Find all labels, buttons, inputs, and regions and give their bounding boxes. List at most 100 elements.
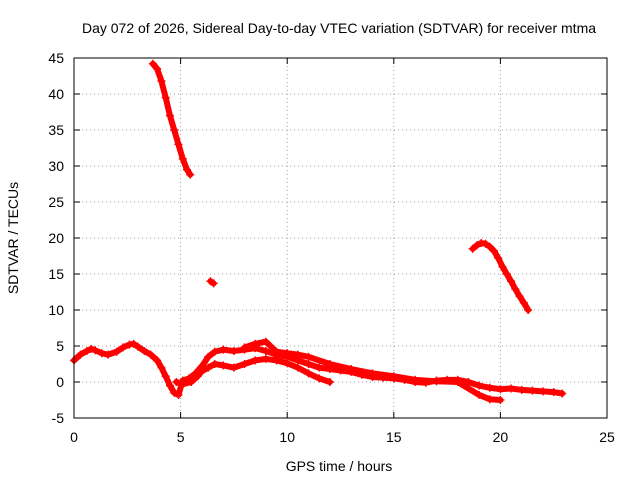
data-point bbox=[304, 352, 313, 361]
data-point bbox=[524, 306, 533, 314]
axis-ticks: 0 5 10 15 20 25 -5 0 5 10 15 20 25 30 35 40 45 bbox=[48, 50, 615, 445]
data-point bbox=[165, 111, 174, 120]
data-point bbox=[464, 378, 473, 386]
data-point bbox=[104, 350, 113, 359]
data-point bbox=[204, 352, 213, 361]
data-point bbox=[251, 339, 260, 348]
data-point bbox=[304, 360, 313, 368]
x-tick-label: 0 bbox=[70, 429, 78, 445]
data-point bbox=[153, 64, 162, 73]
data-point bbox=[157, 77, 166, 86]
data-point bbox=[178, 154, 187, 163]
data-point bbox=[76, 350, 85, 359]
x-tick-label: 15 bbox=[386, 429, 402, 445]
y-tick-label: 30 bbox=[48, 158, 64, 174]
x-tick-label: 25 bbox=[599, 429, 615, 445]
data-point bbox=[204, 363, 213, 372]
data-point bbox=[485, 242, 494, 251]
data-point bbox=[209, 279, 218, 288]
data-point bbox=[251, 356, 260, 365]
y-axis-label: SDTVAR / TECUs bbox=[5, 182, 21, 294]
data-points bbox=[70, 59, 567, 404]
data-point bbox=[170, 388, 179, 397]
data-point bbox=[411, 375, 420, 384]
data-point bbox=[182, 165, 191, 174]
data-point bbox=[161, 93, 170, 102]
y-tick-label: 10 bbox=[48, 302, 64, 318]
x-tick-label: 5 bbox=[177, 429, 185, 445]
data-point bbox=[496, 396, 505, 404]
data-point bbox=[229, 363, 238, 372]
data-point bbox=[261, 354, 270, 363]
data-point bbox=[219, 345, 228, 354]
data-point bbox=[528, 386, 537, 395]
data-point bbox=[174, 140, 183, 149]
data-point bbox=[240, 360, 249, 368]
data-point bbox=[272, 347, 281, 356]
data-point bbox=[91, 346, 100, 355]
data-point bbox=[272, 356, 281, 365]
data-point bbox=[133, 342, 142, 351]
data-point bbox=[304, 369, 313, 378]
x-tick-label: 10 bbox=[279, 429, 295, 445]
data-point bbox=[97, 349, 106, 358]
data-point bbox=[389, 372, 398, 381]
data-point bbox=[485, 395, 494, 404]
data-point bbox=[519, 298, 528, 307]
data-point bbox=[475, 390, 484, 399]
data-point bbox=[472, 241, 481, 250]
data-point bbox=[549, 388, 558, 397]
data-point bbox=[485, 383, 494, 392]
data-point bbox=[475, 381, 484, 390]
data-point bbox=[283, 359, 292, 368]
data-point bbox=[453, 378, 462, 386]
data-point bbox=[148, 59, 157, 68]
data-point bbox=[347, 365, 356, 374]
data-point bbox=[210, 347, 219, 356]
data-point bbox=[119, 343, 128, 352]
data-point bbox=[368, 369, 377, 378]
y-tick-label: 5 bbox=[56, 338, 64, 354]
data-point bbox=[315, 363, 324, 372]
data-point bbox=[539, 387, 548, 396]
y-tick-label: 20 bbox=[48, 230, 64, 246]
data-point bbox=[178, 380, 187, 389]
data-point bbox=[498, 262, 507, 271]
data-point bbox=[468, 244, 477, 253]
data-point bbox=[494, 254, 503, 263]
data-point bbox=[229, 347, 238, 356]
data-point bbox=[146, 350, 155, 359]
data-point bbox=[197, 367, 206, 376]
data-point bbox=[187, 378, 196, 386]
series-lower-branch bbox=[173, 355, 333, 388]
chart-title: Day 072 of 2026, Sidereal Day-to-day VTE… bbox=[82, 20, 596, 36]
data-point bbox=[157, 363, 166, 372]
y-tick-label: 25 bbox=[48, 194, 64, 210]
y-tick-label: 40 bbox=[48, 86, 64, 102]
data-point bbox=[219, 361, 228, 370]
data-point bbox=[112, 347, 121, 356]
x-tick-label: 20 bbox=[493, 429, 509, 445]
data-point bbox=[315, 374, 324, 383]
data-point bbox=[261, 337, 270, 346]
y-tick-label: -5 bbox=[52, 410, 65, 426]
data-point bbox=[432, 377, 441, 386]
data-point bbox=[193, 372, 202, 381]
data-point bbox=[129, 339, 138, 348]
x-axis-label: GPS time / hours bbox=[286, 458, 393, 474]
series-descending-arc-1 bbox=[149, 60, 194, 178]
data-point bbox=[153, 356, 162, 365]
data-point bbox=[170, 126, 179, 134]
data-point bbox=[490, 246, 499, 255]
data-point bbox=[82, 347, 91, 356]
data-point bbox=[140, 347, 149, 356]
y-tick-label: 0 bbox=[56, 374, 64, 390]
data-point bbox=[325, 378, 334, 386]
data-point bbox=[240, 343, 249, 352]
data-point bbox=[507, 384, 516, 393]
data-point bbox=[502, 270, 511, 278]
y-tick-label: 15 bbox=[48, 266, 64, 282]
y-tick-label: 45 bbox=[48, 50, 64, 66]
data-point bbox=[496, 385, 505, 394]
